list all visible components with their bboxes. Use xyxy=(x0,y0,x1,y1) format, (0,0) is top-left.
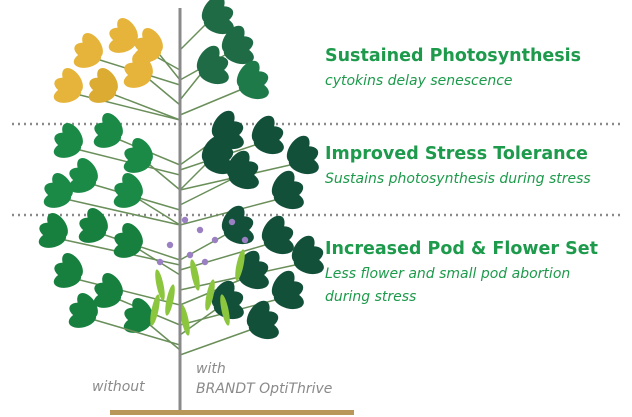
flower xyxy=(157,259,163,265)
benefit-subtitle: cytokins delay senescence xyxy=(325,70,581,93)
flower xyxy=(187,252,193,258)
branch xyxy=(180,25,205,50)
pod xyxy=(153,269,167,302)
benefit-subtitle: Sustains photosynthesis during stress xyxy=(325,168,591,191)
flower xyxy=(202,259,208,265)
flower xyxy=(242,237,248,243)
page: {"items": [ {"title": "Sustained Photosy… xyxy=(0,0,632,417)
benefit: Sustained Photosynthesis cytokins delay … xyxy=(325,45,581,93)
benefit-title: Improved Stress Tolerance xyxy=(325,143,591,165)
plant xyxy=(37,0,326,412)
flower xyxy=(167,242,173,248)
ground xyxy=(110,410,354,415)
pod xyxy=(163,284,177,317)
branch xyxy=(115,95,180,120)
branch xyxy=(180,330,250,355)
benefit-title: Increased Pod & Flower Set xyxy=(325,238,610,260)
benefit-subtitle: Less flower and small pod abortion durin… xyxy=(325,263,610,309)
flower xyxy=(182,217,188,223)
branch xyxy=(180,235,225,260)
with-label: with xyxy=(196,359,226,379)
flower xyxy=(212,237,218,243)
benefit: Increased Pod & Flower Set Less flower a… xyxy=(325,238,610,309)
benefit: Improved Stress Tolerance Sustains photo… xyxy=(325,143,591,191)
product-label: BRANDT OptiThrive xyxy=(196,379,332,399)
benefit-title: Sustained Photosynthesis xyxy=(325,45,581,67)
without-label: without xyxy=(92,377,145,397)
branch xyxy=(150,165,180,190)
flower xyxy=(229,219,235,225)
flower xyxy=(197,227,203,233)
